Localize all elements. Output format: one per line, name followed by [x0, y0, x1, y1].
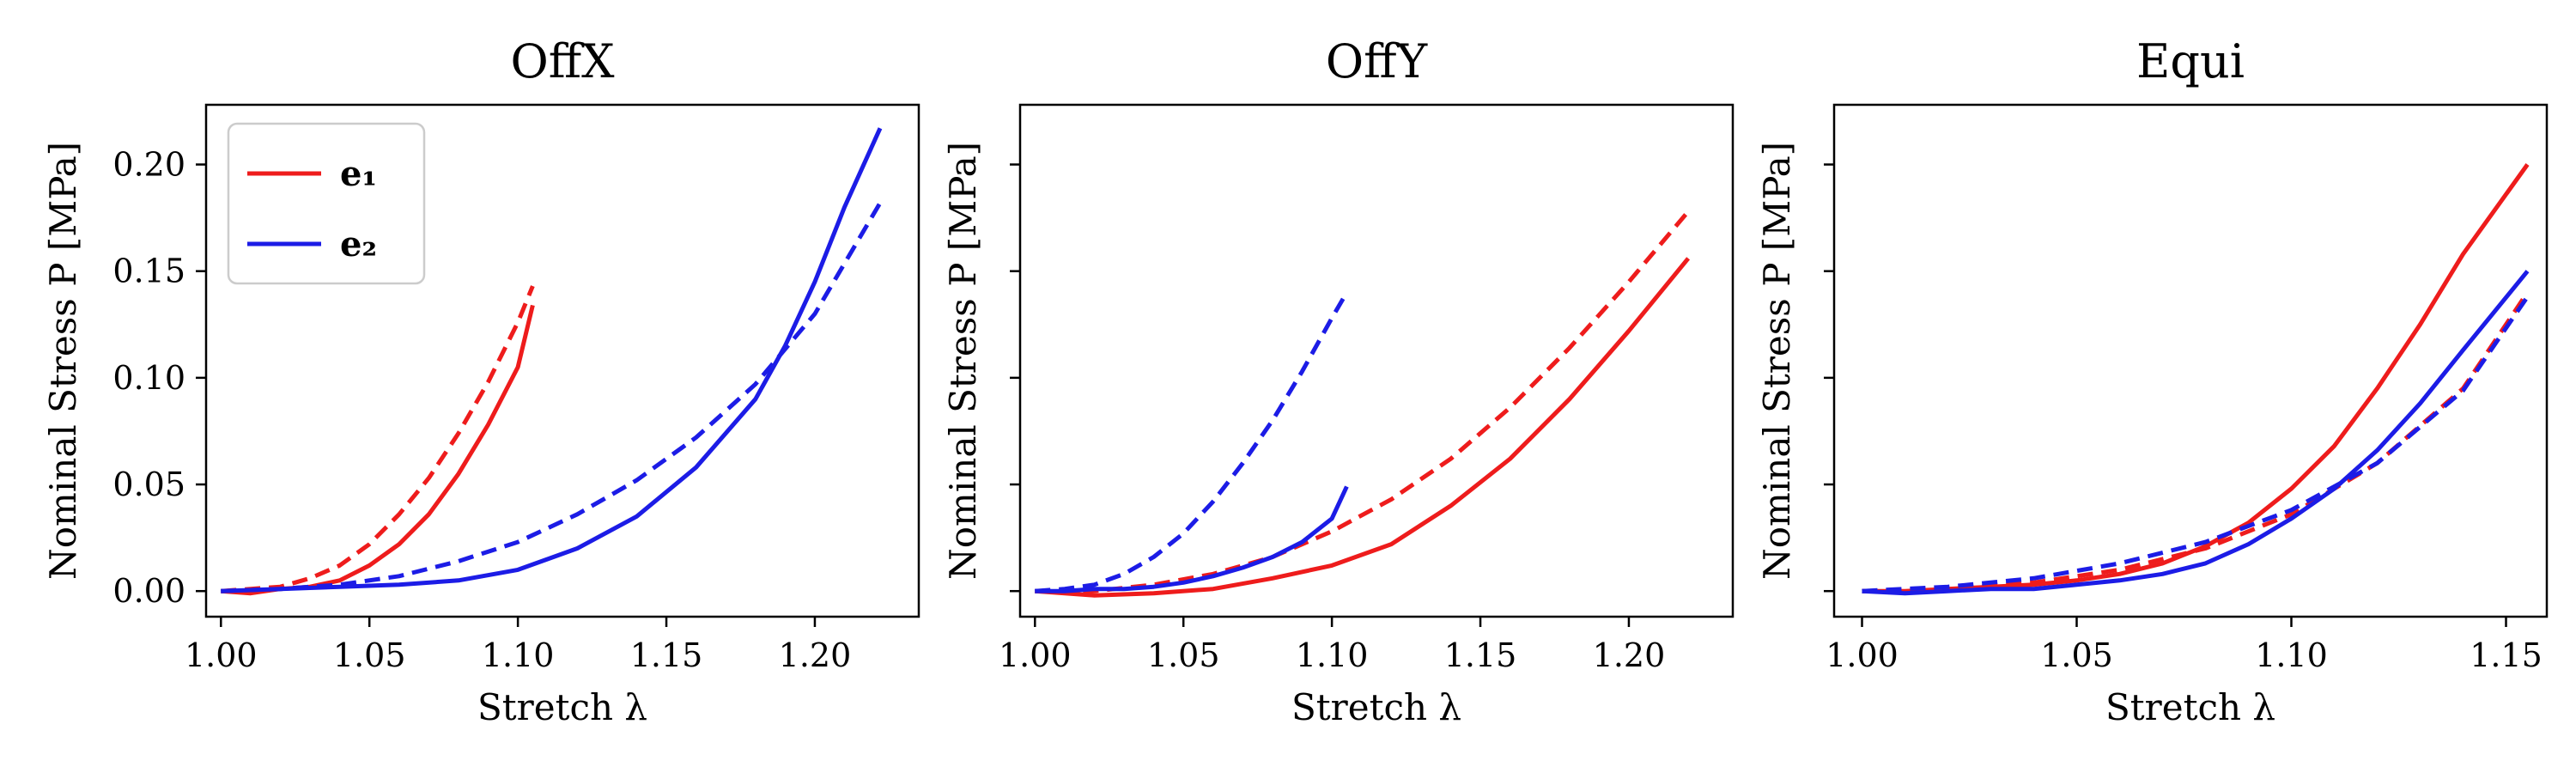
panel-title: OffY: [1326, 34, 1429, 88]
series-line-3: [1862, 270, 2530, 596]
series-line-4: [221, 201, 883, 593]
x-tick-label: 1.10: [482, 636, 555, 674]
plot-frame: [204, 103, 920, 618]
x-tick-label: 1.05: [2040, 636, 2113, 674]
plot-frame: [1832, 103, 2549, 618]
series-line-3: [1035, 485, 1349, 593]
y-tick-label: 0.10: [112, 359, 185, 397]
y-tick-label: 0.00: [112, 572, 185, 610]
plot-frame: [1018, 103, 1735, 618]
x-tick-label: 1.15: [2470, 636, 2543, 674]
x-tick-label: 1.05: [333, 636, 406, 674]
panel-title: OffX: [510, 34, 615, 88]
legend-entry-label: e₁: [340, 154, 377, 194]
series-line-1: [1862, 163, 2530, 593]
x-tick-label: 1.00: [1826, 636, 1899, 674]
x-tick-label: 1.15: [630, 636, 703, 674]
x-axis-label: Stretch λ: [477, 686, 647, 728]
y-axis-label: Nominal Stress P [MPa]: [942, 142, 984, 580]
x-tick-label: 1.00: [185, 636, 258, 674]
x-tick-label: 1.10: [2255, 636, 2328, 674]
series-line-4: [1035, 291, 1349, 593]
series-line-2: [221, 285, 535, 593]
x-tick-label: 1.05: [1147, 636, 1220, 674]
chart-panel-3: 1.00 1.05 1.10 1.15 Equi Stretch λ Nominal Str…: [1756, 34, 2549, 728]
x-tick-label: 1.20: [1593, 636, 1666, 674]
x-axis-label: Stretch λ: [2105, 686, 2275, 728]
y-tick-label: 0.05: [112, 466, 185, 503]
series-line-4: [1862, 295, 2530, 593]
chart-panel-1: 1.00 1.05 1.10 1.15 1.20 0.00 0.05 0.10 0.15 0.20…: [42, 34, 920, 728]
legend: e₁ e₂: [227, 122, 426, 285]
x-tick-label: 1.20: [779, 636, 852, 674]
y-tick-label: 0.15: [112, 253, 185, 290]
chart-panel-2: 1.00 1.05 1.10 1.15 1.20 OffY Stretch λ Nominal…: [942, 34, 1735, 728]
series-line-1: [1035, 257, 1691, 598]
legend-entry-label: e₂: [340, 224, 377, 265]
series-line-1: [221, 304, 535, 596]
series-line-2: [1035, 210, 1691, 593]
x-axis-label: Stretch λ: [1291, 686, 1461, 728]
y-tick-label: 0.20: [112, 146, 185, 184]
legend-box: [227, 122, 426, 285]
y-axis-label: Nominal Stress P [MPa]: [42, 142, 84, 580]
y-axis-label: Nominal Stress P [MPa]: [1756, 142, 1798, 580]
series-line-3: [221, 127, 883, 593]
x-tick-label: 1.15: [1444, 636, 1517, 674]
series-line-2: [1862, 291, 2530, 593]
x-tick-label: 1.00: [999, 636, 1072, 674]
x-tick-label: 1.10: [1296, 636, 1369, 674]
panel-title: Equi: [2136, 34, 2245, 88]
